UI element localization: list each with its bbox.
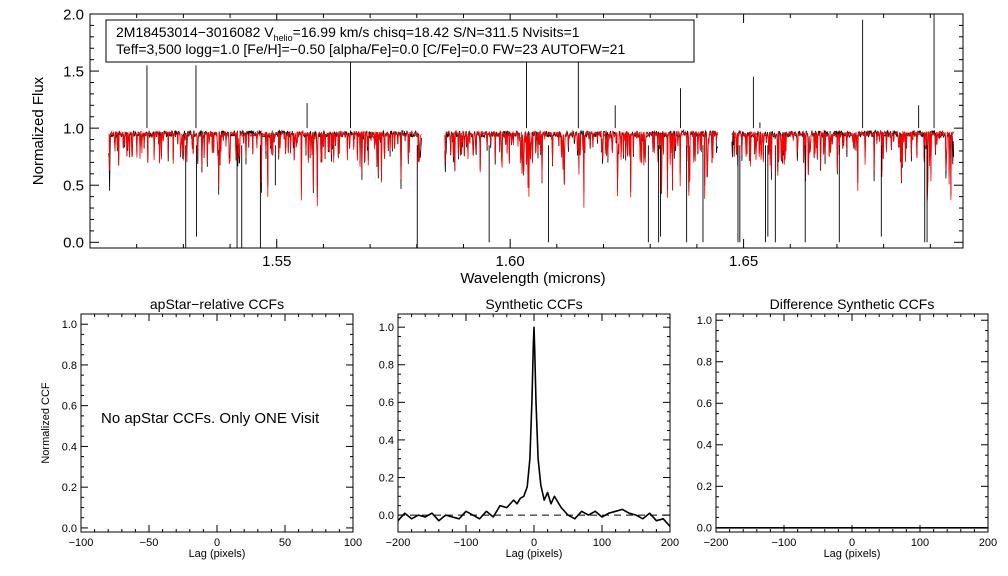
y-tick-label: 0.0 [62,523,77,535]
y-tick-label: 0.2 [62,482,77,494]
y-tick-label: 1.0 [697,315,712,327]
y-tick-label: 0.8 [697,357,712,369]
x-tick-label: 0 [849,537,855,549]
x-tick-label: −100 [772,537,797,549]
y-tick-label: 0.2 [697,481,712,493]
x-tick-label: 1.55 [262,253,291,270]
x-tick-label: −200 [704,537,729,549]
y-tick-label: 0.0 [379,510,394,522]
y-tick-label: 1.0 [62,319,77,331]
x-tick-label: −100 [69,537,94,549]
x-tick-label: 100 [344,537,362,549]
x-tick-label: 1.65 [729,253,758,270]
ccf-panel-difference-x-label: Lag (pixels) [824,548,881,560]
y-tick-label: 0.4 [379,435,394,447]
spectrum-y-axis-label: Normalized Flux [30,76,47,185]
y-tick-label: 0.8 [379,360,394,372]
x-tick-label: −200 [386,537,411,549]
x-tick-label: 0 [531,537,537,549]
x-tick-label: 200 [661,537,679,549]
y-tick-label: 0.6 [379,397,394,409]
y-tick-label: 0.6 [697,398,712,410]
model-spectrum-line [108,130,422,207]
ccf-panel-synthetic: Synthetic CCFs −200 −100 0 100 200 0.0 0.2 0.4 0… [379,296,679,560]
ccf-panel-apstar-message: No apStar CCFs. Only ONE Visit [101,410,320,427]
spectrum-info-line-1: 2M18453014−3016082 Vhelio=16.99 km/s chi… [116,24,580,43]
y-tick-label: 0.5 [63,177,84,194]
ccf-panel-difference-ticks: −200 −100 0 100 200 0.0 0.2 0.4 0.6 0.8 1.0 [697,314,997,549]
ccf-panel-synthetic-x-label: Lag (pixels) [506,548,563,560]
x-tick-label: 200 [979,537,997,549]
x-tick-label: 1.60 [496,253,525,270]
x-tick-label: −100 [454,537,479,549]
x-tick-label: 100 [593,537,611,549]
ccf-panel-apstar-title: apStar−relative CCFs [150,296,284,312]
spectrum-info-box: 2M18453014−3016082 Vhelio=16.99 km/s chi… [105,19,695,63]
spectrum-panel: 1.55 1.60 1.65 0.0 0.5 1.0 1.5 2.0 2M18453014−3… [30,6,964,287]
x-tick-label: −50 [140,537,159,549]
y-tick-label: 1.0 [379,322,394,334]
y-tick-label: 0.8 [62,360,77,372]
y-tick-label: 1.0 [63,120,84,137]
ccf-panel-apstar-y-label: Normalized CCF [40,382,52,464]
ccf-panel-synthetic-data [397,326,671,527]
y-tick-label: 0.4 [62,441,77,453]
synthetic-ccf-line [397,326,671,527]
ccf-panel-difference-title: Difference Synthetic CCFs [770,296,935,312]
y-tick-label: 0.0 [63,235,84,252]
spectrum-x-axis-label: Wavelength (microns) [460,270,605,287]
spectrum-plot-frame [89,13,964,249]
ccf-panel-apstar: apStar−relative CCFs −100 −50 0 50 100 0.0 0.2… [40,296,362,560]
spectrum-info-line-2: Teff=3,500 logg=1.0 [Fe/H]=−0.50 [alpha/… [116,41,625,57]
x-tick-label: 0 [214,537,220,549]
model-spectrum-line [444,130,719,208]
y-tick-label: 0.0 [697,523,712,535]
ccf-panel-apstar-ticks: −100 −50 0 50 100 0.0 0.2 0.4 0.6 0.8 1.0 [62,314,362,549]
x-tick-label: 100 [911,537,929,549]
y-tick-label: 0.6 [62,401,77,413]
spectrum-lines [108,14,955,248]
ccf-panel-synthetic-ticks: −200 −100 0 100 200 0.0 0.2 0.4 0.6 0.8 1.0 [379,314,679,549]
spectrum-ticks: 1.55 1.60 1.65 0.0 0.5 1.0 1.5 2.0 [63,6,963,270]
x-tick-label: 50 [279,537,291,549]
model-spectrum-line [731,130,955,201]
y-tick-label: 0.4 [697,440,712,452]
y-tick-label: 2.0 [63,6,84,23]
ccf-panel-difference: Difference Synthetic CCFs −200 −100 0 100 20… [697,296,997,560]
ccf-panel-synthetic-title: Synthetic CCFs [485,296,582,312]
ccf-panel-apstar-x-label: Lag (pixels) [189,548,246,560]
y-tick-label: 1.5 [63,63,84,80]
y-tick-label: 0.2 [379,472,394,484]
